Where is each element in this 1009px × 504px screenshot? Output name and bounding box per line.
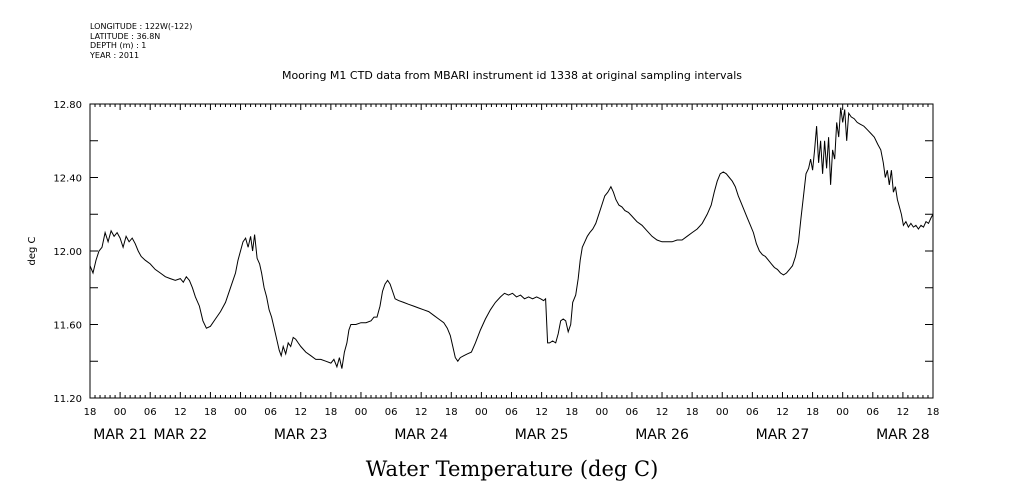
x-hour-tick-label: 00 [836, 407, 849, 418]
x-hour-tick-label: 06 [385, 407, 398, 418]
x-hour-tick-label: 00 [234, 407, 247, 418]
x-hour-tick-label: 18 [324, 407, 337, 418]
x-hour-tick-label: 18 [686, 407, 699, 418]
x-date-label: MAR 22 [153, 427, 207, 443]
metadata-block: LONGITUDE : 122W(-122) LATITUDE : 36.8N … [90, 22, 192, 60]
x-hour-tick-label: 12 [897, 407, 910, 418]
year-label: YEAR : 2011 [90, 50, 140, 60]
y-tick-label: 12.80 [53, 100, 82, 111]
x-axis-label: Water Temperature (deg C) [366, 457, 659, 481]
x-hour-tick-label: 06 [264, 407, 277, 418]
x-hour-tick-label: 06 [626, 407, 639, 418]
plot-frame [89, 103, 934, 399]
x-hour-tick-label: 12 [535, 407, 548, 418]
x-hour-tick-label: 00 [595, 407, 608, 418]
y-tick-label: 12.00 [53, 247, 82, 258]
x-hour-tick-label: 18 [84, 407, 97, 418]
x-hour-tick-label: 12 [174, 407, 187, 418]
x-date-label: MAR 26 [635, 427, 689, 443]
x-axis: 18 00 06 12 18 00 06 12 18 00 06 12 18 00 06 12 18 00 06 12… [84, 407, 940, 418]
y-tick-label: 11.20 [53, 394, 82, 405]
minor-ticks [89, 104, 934, 398]
x-hour-tick-label: 12 [415, 407, 428, 418]
x-date-label: MAR 25 [515, 427, 569, 443]
y-axis: 11.20 11.60 12.00 12.40 12.80 [53, 100, 933, 405]
x-date-label: MAR 28 [876, 427, 930, 443]
x-hour-tick-label: 00 [716, 407, 729, 418]
x-hour-tick-label: 00 [475, 407, 488, 418]
depth-label: DEPTH (m) : 1 [90, 41, 147, 50]
x-hour-tick-label: 00 [114, 407, 127, 418]
x-hour-tick-label: 06 [746, 407, 759, 418]
longitude-label: LONGITUDE : 122W(-122) [90, 22, 193, 31]
x-hour-tick-label: 06 [866, 407, 879, 418]
date-axis: MAR 21 MAR 22 MAR 23 MAR 24 MAR 25 MAR 26 MAR … [93, 427, 929, 443]
x-hour-tick-label: 18 [204, 407, 217, 418]
x-date-label: MAR 24 [394, 427, 448, 443]
x-hour-tick-label: 18 [445, 407, 458, 418]
x-hour-tick-label: 18 [806, 407, 819, 418]
y-tick-label: 11.60 [53, 321, 82, 332]
x-hour-tick-label: 18 [927, 407, 940, 418]
x-hour-tick-label: 12 [294, 407, 307, 418]
x-date-label: MAR 23 [274, 427, 328, 443]
x-hour-tick-label: 06 [144, 407, 157, 418]
y-tick-label: 12.40 [53, 174, 82, 185]
chart-title: Mooring M1 CTD data from MBARI instrumen… [282, 69, 742, 82]
x-hour-tick-label: 00 [355, 407, 368, 418]
x-hour-tick-label: 06 [505, 407, 518, 418]
series-line-water-temperature [89, 107, 934, 369]
x-hour-tick-label: 12 [656, 407, 669, 418]
x-date-label: MAR 27 [756, 427, 810, 443]
y-axis-label: deg C [27, 236, 38, 265]
x-hour-tick-label: 12 [776, 407, 789, 418]
latitude-label: LATITUDE : 36.8N [90, 31, 161, 41]
x-hour-tick-label: 18 [565, 407, 578, 418]
x-date-label: MAR 21 [93, 427, 147, 443]
